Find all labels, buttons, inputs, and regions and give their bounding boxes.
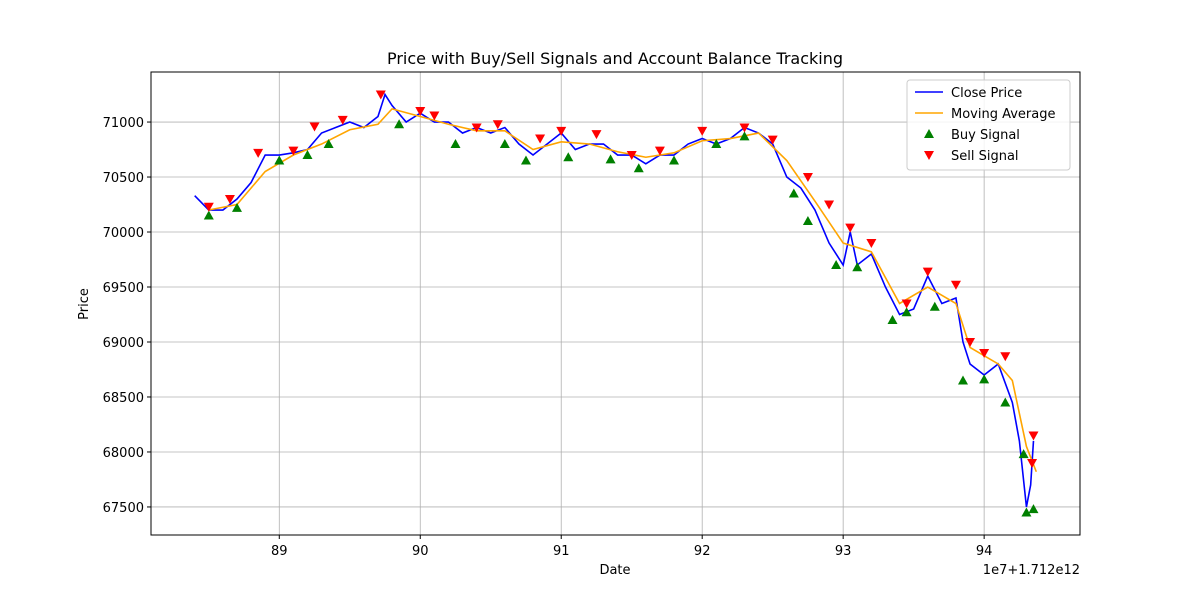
signal-marker xyxy=(929,301,940,311)
signal-marker xyxy=(288,146,299,156)
signal-marker xyxy=(901,299,912,309)
signal-marker xyxy=(302,150,313,160)
signal-marker xyxy=(922,267,933,277)
signal-marker xyxy=(831,260,842,270)
y-tick-label: 71000 xyxy=(103,116,144,131)
y-tick-label: 70000 xyxy=(103,226,144,241)
signal-marker xyxy=(323,139,334,149)
signal-marker xyxy=(788,188,799,198)
signal-marker xyxy=(979,348,990,358)
signal-marker xyxy=(471,123,482,133)
signal-marker xyxy=(950,280,961,290)
legend-label: Moving Average xyxy=(951,107,1055,122)
signal-marker xyxy=(535,134,546,144)
signal-marker xyxy=(224,195,235,205)
signal-marker xyxy=(852,262,863,272)
x-tick-label: 91 xyxy=(553,544,570,559)
signal-marker xyxy=(492,120,503,130)
y-tick-label: 69000 xyxy=(103,336,144,351)
signal-marker xyxy=(253,148,264,158)
signal-marker xyxy=(802,173,813,183)
signal-marker xyxy=(274,155,285,165)
signal-marker xyxy=(337,115,348,125)
legend-label: Sell Signal xyxy=(951,149,1019,164)
legend-swatch xyxy=(924,151,934,160)
legend-box xyxy=(906,79,1071,171)
signal-marker xyxy=(901,307,912,317)
signal-marker xyxy=(965,337,976,347)
signal-marker xyxy=(711,139,722,149)
signal-marker xyxy=(605,154,616,164)
signal-marker xyxy=(626,151,637,161)
y-tick-label: 67500 xyxy=(103,501,144,516)
signal-marker xyxy=(394,119,405,129)
signal-marker xyxy=(669,155,680,165)
signal-marker xyxy=(375,90,386,100)
y-axis-label: Price xyxy=(77,288,92,320)
signal-marker xyxy=(654,146,665,156)
x-offset-label: 1e7+1.712e12 xyxy=(983,563,1080,578)
x-axis-label: Date xyxy=(599,563,630,578)
legend: Close Price Moving Average Buy Signal Sell … xyxy=(906,79,1071,171)
y-tick-label: 70500 xyxy=(103,171,144,186)
signal-marker xyxy=(591,130,602,140)
signal-marker xyxy=(887,314,898,324)
signal-marker xyxy=(203,210,214,220)
signal-marker xyxy=(979,374,990,384)
signal-marker xyxy=(957,375,968,385)
chart-title: Price with Buy/Sell Signals and Account … xyxy=(387,49,843,68)
signal-marker xyxy=(429,111,440,121)
y-tick-label: 68500 xyxy=(103,391,144,406)
price-line xyxy=(208,107,1038,473)
signal-marker xyxy=(845,223,856,233)
signal-marker xyxy=(697,126,708,136)
signal-marker xyxy=(802,216,813,226)
signal-marker xyxy=(739,131,750,141)
signal-marker xyxy=(824,200,835,210)
signal-marker xyxy=(450,139,461,149)
signal-marker xyxy=(1018,449,1029,459)
x-tick-label: 92 xyxy=(694,544,711,559)
signal-marker xyxy=(203,202,214,212)
signal-marker xyxy=(633,163,644,173)
signal-marker xyxy=(1000,352,1011,362)
signal-marker xyxy=(1027,458,1038,468)
signal-marker xyxy=(556,126,567,136)
signal-marker xyxy=(1021,507,1032,517)
x-tick-label: 90 xyxy=(412,544,429,559)
signal-marker xyxy=(415,107,426,117)
signal-marker xyxy=(309,122,320,132)
x-tick-label: 93 xyxy=(835,544,852,559)
legend-swatch xyxy=(924,129,934,138)
x-tick-label: 89 xyxy=(271,544,288,559)
y-tick-label: 68000 xyxy=(103,446,144,461)
signal-marker xyxy=(231,202,242,212)
signal-marker xyxy=(767,135,778,145)
legend-label: Close Price xyxy=(951,86,1022,101)
signal-marker xyxy=(1028,504,1039,514)
signal-marker xyxy=(1028,431,1039,441)
y-tick-label: 69500 xyxy=(103,281,144,296)
x-tick-label: 94 xyxy=(976,544,993,559)
signal-marker xyxy=(563,152,574,162)
signal-marker xyxy=(739,123,750,133)
plot-frame xyxy=(150,71,1081,536)
legend-label: Buy Signal xyxy=(951,128,1020,143)
signal-marker xyxy=(1000,397,1011,407)
signal-marker xyxy=(866,239,877,249)
signal-marker xyxy=(499,139,510,149)
signal-marker xyxy=(520,155,531,165)
price-line xyxy=(194,92,1035,508)
